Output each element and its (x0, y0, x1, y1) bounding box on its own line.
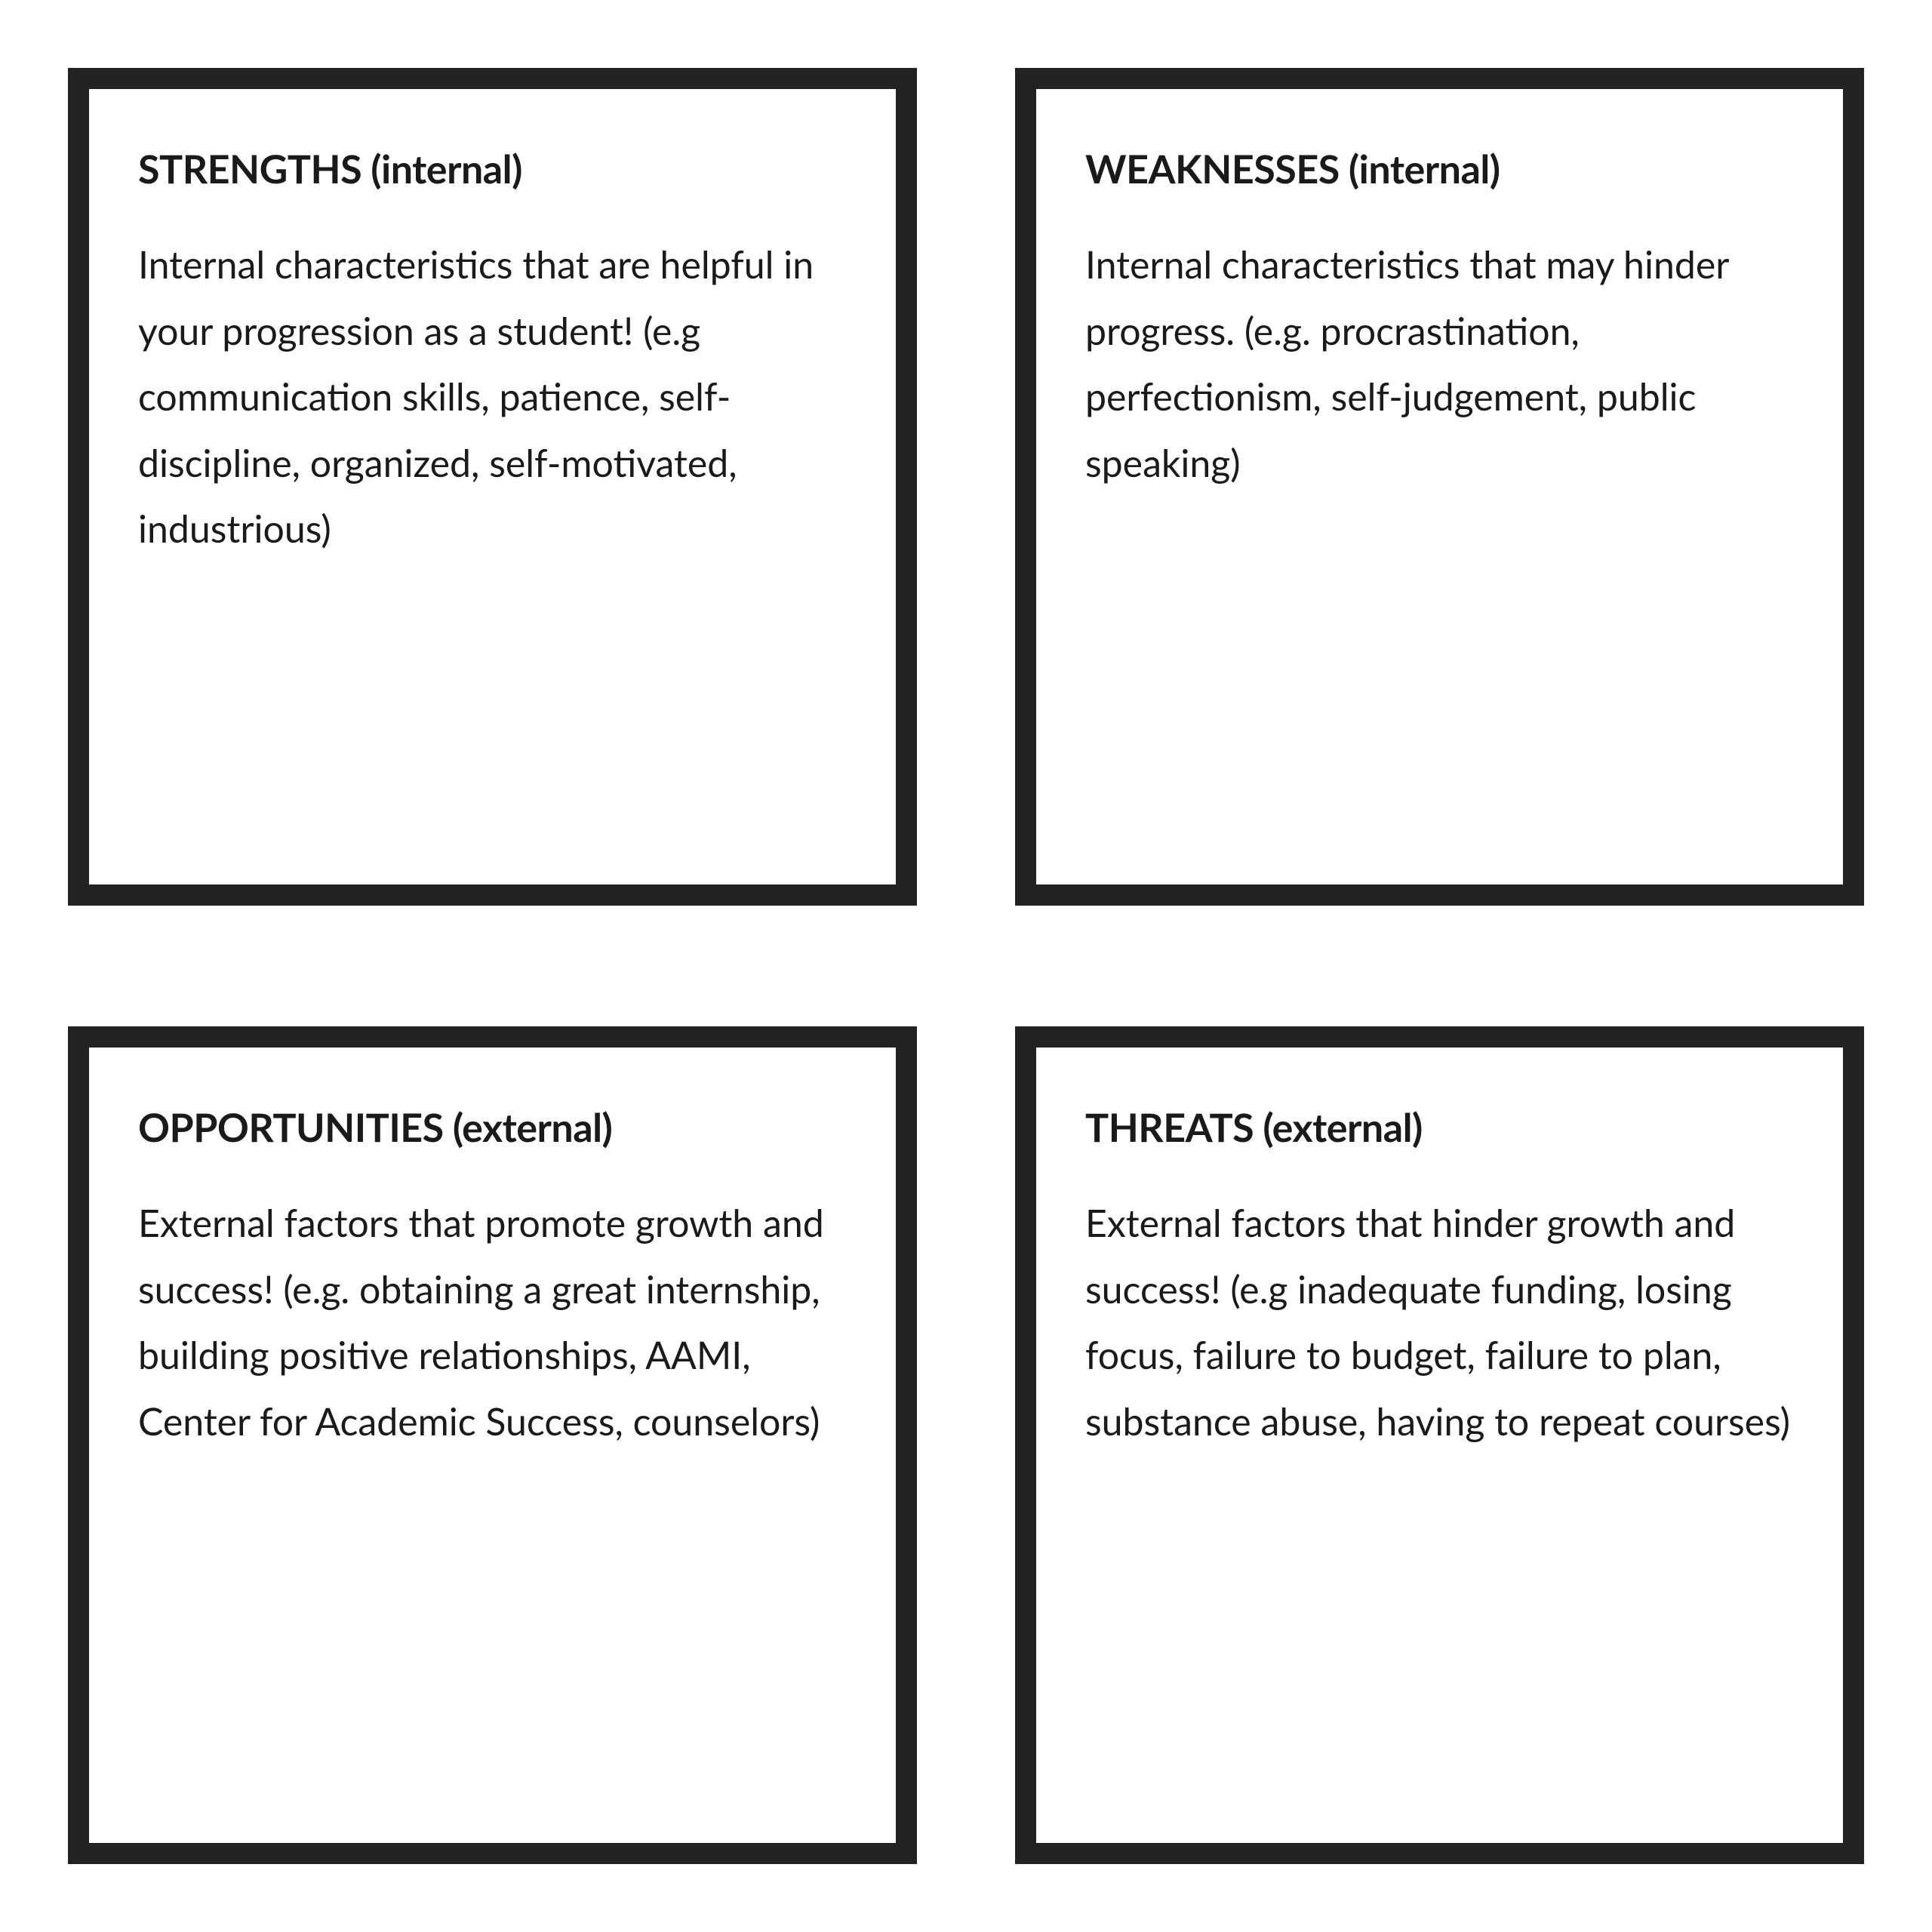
swot-body-weaknesses: Internal characteristics that may hinder… (1085, 232, 1794, 496)
swot-title-strengths: STRENGTHS (internal) (138, 146, 847, 192)
swot-title-opportunities: OPPORTUNITIES (external) (138, 1104, 847, 1151)
swot-box-strengths: STRENGTHS (internal) Internal characteri… (68, 68, 917, 906)
swot-title-weaknesses: WEAKNESSES (internal) (1085, 146, 1794, 192)
swot-box-threats: THREATS (external) External factors that… (1015, 1026, 1864, 1864)
swot-grid: STRENGTHS (internal) Internal characteri… (68, 68, 1864, 1864)
swot-body-threats: External factors that hinder growth and … (1085, 1190, 1794, 1454)
swot-body-strengths: Internal characteristics that are helpfu… (138, 232, 847, 562)
swot-box-weaknesses: WEAKNESSES (internal) Internal character… (1015, 68, 1864, 906)
swot-box-opportunities: OPPORTUNITIES (external) External factor… (68, 1026, 917, 1864)
swot-title-threats: THREATS (external) (1085, 1104, 1794, 1151)
swot-body-opportunities: External factors that promote growth and… (138, 1190, 847, 1454)
